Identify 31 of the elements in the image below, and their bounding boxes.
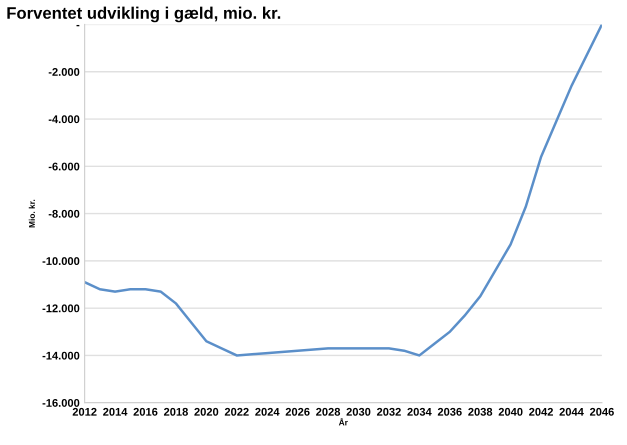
y-axis-title: Mio. kr. bbox=[28, 200, 35, 228]
y-tick-label: -12.000 bbox=[42, 304, 80, 312]
x-tick-label: 2042 bbox=[529, 408, 553, 416]
x-tick-label: 2032 bbox=[376, 408, 401, 416]
x-tick-label: 2040 bbox=[498, 408, 523, 416]
y-tick-label: -14.000 bbox=[42, 352, 80, 360]
x-tick-label: 2026 bbox=[286, 408, 310, 416]
x-tick-label: 2018 bbox=[164, 408, 188, 416]
x-axis-title: År bbox=[338, 418, 348, 426]
x-tick-label: 2036 bbox=[438, 408, 462, 416]
y-tick-label: -4.000 bbox=[48, 115, 80, 124]
x-tick-label: 2028 bbox=[316, 408, 340, 416]
x-tick-label: 2046 bbox=[590, 408, 614, 416]
x-tick-label: 2038 bbox=[468, 408, 492, 416]
chart-title: Forventet udvikling i gæld, mio. kr. bbox=[7, 6, 280, 22]
x-tick-label: 2034 bbox=[407, 408, 432, 416]
y-tick-label: -6.000 bbox=[48, 162, 80, 170]
x-tick-label: 2014 bbox=[103, 408, 128, 416]
y-tick-label: - bbox=[76, 24, 80, 26]
y-tick-label: -16.000 bbox=[42, 398, 80, 407]
x-tick-label: 2022 bbox=[224, 408, 249, 416]
line-series bbox=[84, 24, 602, 357]
y-tick-label: -8.000 bbox=[48, 210, 80, 218]
x-tick-label: 2030 bbox=[346, 408, 370, 416]
x-tick-label: 2012 bbox=[72, 408, 97, 416]
y-tick-label: -10.000 bbox=[42, 257, 80, 266]
y-tick-label: -2.000 bbox=[48, 68, 80, 76]
x-tick-label: 2024 bbox=[255, 408, 280, 416]
x-tick-label: 2020 bbox=[194, 408, 218, 416]
x-tick-label: 2044 bbox=[560, 408, 584, 416]
x-tick-label: 2016 bbox=[134, 408, 158, 416]
